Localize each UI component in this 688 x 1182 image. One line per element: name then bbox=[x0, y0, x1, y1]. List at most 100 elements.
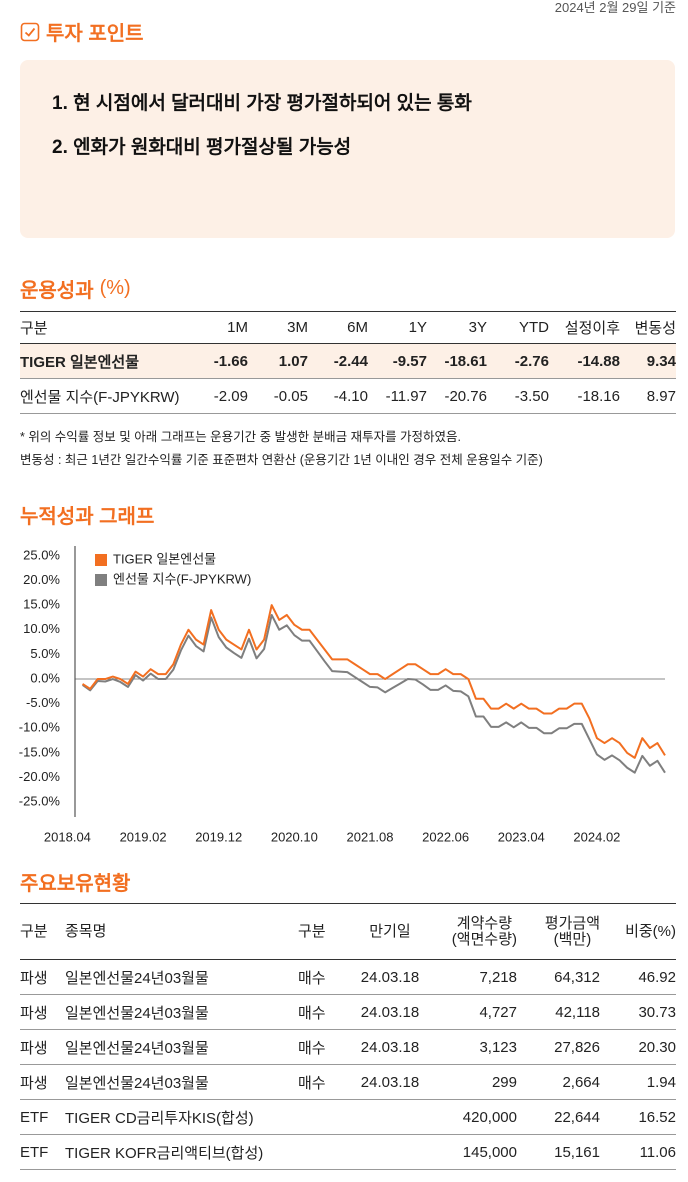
invest-point-box: 1. 현 시점에서 달러대비 가장 평가절하되어 있는 통화 2. 엔화가 원화대… bbox=[20, 60, 675, 238]
cell: 24.03.18 bbox=[348, 1064, 432, 1100]
table-row: 엔선물 지수(F-JPYKRW) -2.09 -0.05 -4.10 -11.97 -20… bbox=[20, 378, 676, 414]
cell: 11.06 bbox=[600, 1134, 676, 1170]
legend-swatch bbox=[95, 574, 107, 586]
header-row: 구분 1M 3M 6M 1Y 3Y YTD 설정이후 변동성 bbox=[20, 311, 676, 344]
cell bbox=[298, 1134, 348, 1170]
y-tick-label: 15.0% bbox=[23, 597, 60, 612]
cell: 매수 bbox=[298, 994, 348, 1030]
x-tick-label: 2021.08 bbox=[347, 829, 394, 844]
y-tick-label: -15.0% bbox=[19, 744, 61, 759]
y-tick-label: 25.0% bbox=[23, 547, 60, 562]
notes: * 위의 수익률 정보 및 아래 그래프는 운용기간 중 발생한 분배금 재투자… bbox=[20, 426, 543, 472]
cell: 7,218 bbox=[432, 959, 517, 995]
table-row: ETF TIGER KOFR금리액티브(합성) 145,000 15,161 11.06 bbox=[20, 1134, 676, 1170]
cell: 일본엔선물24년03월물 bbox=[65, 1029, 298, 1065]
heading-text: 주요보유현황 bbox=[20, 873, 131, 895]
invest-point: 1. 현 시점에서 달러대비 가장 평가절하되어 있는 통화 bbox=[52, 93, 472, 114]
header-line: (백만) bbox=[553, 930, 592, 948]
header-stack: 종목명 bbox=[65, 924, 106, 940]
cell: 일본엔선물24년03월물 bbox=[65, 1064, 298, 1100]
column-header: 평가금액 (백만) bbox=[517, 903, 600, 960]
cell: 42,118 bbox=[517, 994, 600, 1030]
column-header: 계약수량 (액면수량) bbox=[432, 903, 517, 960]
cell: -2.76 bbox=[487, 343, 549, 379]
column-header: 변동성 bbox=[620, 311, 676, 344]
legend-label: TIGER 일본엔선물 bbox=[113, 551, 216, 566]
x-tick-label: 2024.02 bbox=[573, 829, 620, 844]
holdings-table: 구분 종목명 구분 만기일 계약수량 (액면수량) 평가금액 (백만) 비중(%) 파생 일본엔선물… bbox=[20, 903, 676, 1170]
column-header: 만기일 bbox=[348, 903, 432, 960]
cell: 9.34 bbox=[620, 343, 676, 379]
column-header: 설정이후 bbox=[549, 311, 620, 344]
cell: -1.66 bbox=[195, 343, 248, 379]
header-line: 구분 bbox=[298, 923, 326, 940]
series-line bbox=[82, 604, 666, 759]
cell: -9.57 bbox=[368, 343, 427, 379]
heading-text: 누적성과 그래프 bbox=[20, 506, 155, 528]
cell: 27,826 bbox=[517, 1029, 600, 1065]
cell: TIGER 일본엔선물 bbox=[20, 343, 195, 379]
cell: ETF bbox=[20, 1099, 65, 1135]
cell: -3.50 bbox=[487, 378, 549, 414]
cell: 1.07 bbox=[248, 343, 308, 379]
cell: -14.88 bbox=[549, 343, 620, 379]
cell: 8.97 bbox=[620, 378, 676, 414]
column-header: 종목명 bbox=[65, 903, 298, 960]
table-row: 파생 일본엔선물24년03월물 매수 24.03.18 299 2,664 1.94 bbox=[20, 1064, 676, 1100]
column-header: 1Y bbox=[368, 311, 427, 344]
header-line: 종목명 bbox=[65, 923, 107, 940]
y-tick-label: -10.0% bbox=[19, 720, 61, 735]
table-row: 파생 일본엔선물24년03월물 매수 24.03.18 3,123 27,826 20.30 bbox=[20, 1029, 676, 1065]
column-header: 구분 bbox=[298, 903, 348, 960]
cell: 파생 bbox=[20, 959, 65, 995]
x-tick-label: 2018.04 bbox=[44, 829, 91, 844]
column-header: 6M bbox=[308, 311, 368, 344]
performance-table: 구분 1M 3M 6M 1Y 3Y YTD 설정이후 변동성 TIGER 일본엔선물 -1.66 1.… bbox=[20, 311, 676, 414]
heading-unit: (%) bbox=[99, 277, 131, 299]
cell: 24.03.18 bbox=[348, 994, 432, 1030]
x-tick-label: 2019.02 bbox=[120, 829, 167, 844]
section-heading: 누적성과 그래프 bbox=[20, 500, 154, 529]
y-tick-label: 0.0% bbox=[30, 670, 60, 685]
header-line: (액면수량) bbox=[451, 930, 517, 948]
column-header: 3Y bbox=[427, 311, 487, 344]
header-line: 구분 bbox=[20, 923, 48, 940]
legend-label: 엔선물 지수(F-JPYKRW) bbox=[113, 571, 251, 586]
y-tick-label: 5.0% bbox=[30, 646, 60, 661]
header-stack: 평가금액 (백만) bbox=[544, 914, 600, 948]
header-row: 구분 종목명 구분 만기일 계약수량 (액면수량) 평가금액 (백만) 비중(%) bbox=[20, 903, 676, 960]
cell: 매수 bbox=[298, 1029, 348, 1065]
cell: 420,000 bbox=[432, 1099, 517, 1135]
x-tick-label: 2023.04 bbox=[498, 829, 545, 844]
header-line: 만기일 bbox=[369, 923, 411, 940]
column-header: 3M bbox=[248, 311, 308, 344]
header-stack: 구분 bbox=[298, 924, 326, 940]
cell bbox=[348, 1134, 432, 1170]
header-stack: 만기일 bbox=[369, 924, 410, 940]
section-heading: 투자 포인트 bbox=[20, 17, 144, 46]
x-tick-label: 2019.12 bbox=[195, 829, 242, 844]
column-header: 구분 bbox=[20, 903, 65, 960]
cell: -2.09 bbox=[195, 378, 248, 414]
cell: -11.97 bbox=[368, 378, 427, 414]
header-stack: 계약수량 (액면수량) bbox=[451, 915, 517, 948]
cell: 64,312 bbox=[517, 959, 600, 995]
cell: -0.05 bbox=[248, 378, 308, 414]
table-row: ETF TIGER CD금리투자KIS(합성) 420,000 22,644 16.52 bbox=[20, 1099, 676, 1135]
cell: TIGER KOFR금리액티브(합성) bbox=[65, 1134, 298, 1170]
x-tick-label: 2022.06 bbox=[422, 829, 469, 844]
cell: -18.61 bbox=[427, 343, 487, 379]
cell: 4,727 bbox=[432, 994, 517, 1030]
cell: 파생 bbox=[20, 1029, 65, 1065]
y-tick-label: 20.0% bbox=[23, 572, 60, 587]
header-line: 평가금액 bbox=[544, 914, 600, 932]
cell: 매수 bbox=[298, 1064, 348, 1100]
column-header: 비중(%) bbox=[600, 903, 676, 960]
cell: -4.10 bbox=[308, 378, 368, 414]
cell: 파생 bbox=[20, 994, 65, 1030]
cell bbox=[348, 1099, 432, 1135]
table-row: 파생 일본엔선물24년03월물 매수 24.03.18 7,218 64,312 46.92 bbox=[20, 959, 676, 995]
y-tick-label: 10.0% bbox=[23, 621, 60, 636]
y-tick-label: -5.0% bbox=[26, 695, 60, 710]
cell: 일본엔선물24년03월물 bbox=[65, 994, 298, 1030]
